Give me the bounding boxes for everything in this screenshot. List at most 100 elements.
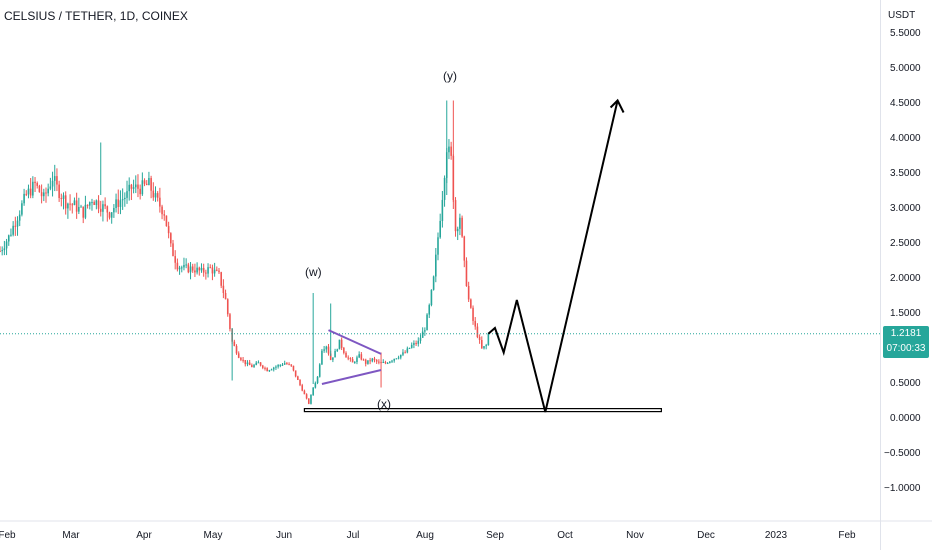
candle-body	[119, 200, 122, 207]
candle-body	[189, 266, 192, 273]
candle-body	[351, 359, 354, 363]
candle-body	[102, 204, 104, 212]
candle-body	[84, 204, 87, 218]
x-tick-label: Dec	[697, 530, 715, 541]
candle-body	[126, 191, 128, 198]
candle-body	[137, 184, 139, 189]
candle-body	[222, 285, 225, 294]
candle-body	[244, 360, 247, 365]
candle-body	[233, 341, 236, 346]
candle-body	[441, 199, 444, 221]
candle-body	[139, 188, 141, 195]
candle-body	[474, 320, 477, 327]
candle-body	[167, 226, 170, 234]
last-price-value: 1.2181	[890, 328, 922, 339]
candle-body	[3, 248, 6, 251]
candle-body	[476, 326, 479, 338]
candle-body	[292, 365, 295, 371]
candle-body	[450, 146, 452, 156]
candle-body	[329, 353, 332, 360]
candle-body	[393, 358, 395, 361]
candle-body	[371, 358, 374, 362]
candle-body	[410, 344, 413, 348]
candle-body	[321, 350, 323, 365]
candle-body	[290, 364, 293, 366]
y-tick-label: 4.0000	[890, 133, 921, 144]
candle-body	[279, 364, 282, 366]
y-tick-label: −1.0000	[884, 483, 921, 494]
candle-body	[218, 270, 220, 273]
candle-body	[272, 367, 275, 370]
candle-body	[426, 314, 428, 331]
candle-body	[435, 254, 437, 277]
candle-body	[165, 215, 168, 227]
candle-body	[332, 357, 334, 360]
candle-body	[338, 339, 341, 350]
candle-body	[220, 272, 222, 286]
candle-body	[470, 299, 472, 308]
support-line	[303, 408, 662, 413]
candle-body	[209, 267, 212, 269]
candle-body	[161, 206, 163, 215]
candle-body	[281, 364, 284, 366]
candle-body	[347, 357, 350, 359]
candle-body	[86, 204, 89, 206]
projection-path	[487, 100, 619, 413]
candle-body	[88, 202, 91, 206]
candle-body	[237, 353, 240, 358]
candle-body	[259, 362, 262, 366]
candle-body	[198, 267, 201, 271]
candle-body	[428, 305, 431, 315]
candle-body	[465, 260, 468, 287]
candle-body	[154, 193, 157, 198]
candle-body	[53, 176, 56, 181]
candle-body	[432, 276, 435, 290]
x-tick-label: Sep	[486, 530, 504, 541]
candle-body	[32, 181, 34, 196]
candle-body	[224, 293, 227, 300]
currency-label: USDT	[888, 10, 916, 21]
y-tick-label: 5.0000	[890, 63, 921, 74]
candle-body	[360, 354, 363, 360]
candle-body	[0, 251, 1, 252]
candle-body	[148, 178, 150, 185]
candle-body	[375, 359, 378, 362]
candle-body	[176, 262, 179, 270]
candle-body	[71, 204, 74, 206]
candle-body	[358, 354, 360, 358]
candle-body	[25, 193, 28, 195]
candle-body	[283, 363, 286, 365]
candle-body	[27, 188, 30, 195]
candle-body	[305, 394, 308, 399]
candle-body	[178, 267, 181, 270]
candle-body	[421, 331, 424, 338]
wave-label-x: (x)	[377, 397, 391, 411]
y-tick-label: 1.5000	[890, 308, 921, 319]
candle-body	[251, 365, 253, 368]
candle-body	[78, 206, 80, 212]
candle-body	[362, 359, 365, 361]
candle-body	[286, 363, 288, 365]
candle-body	[163, 214, 166, 216]
candle-body	[7, 235, 10, 242]
candle-body	[264, 367, 266, 369]
candle-body	[202, 267, 205, 273]
candle-body	[174, 256, 176, 263]
triangle-lower-line	[321, 369, 382, 385]
candle-body	[240, 357, 242, 360]
price-axis[interactable]	[880, 0, 932, 550]
candle-body	[294, 370, 297, 377]
candle-body	[36, 183, 39, 186]
candle-body	[213, 269, 216, 274]
candle-body	[91, 202, 93, 204]
candle-body	[97, 200, 100, 209]
candle-body	[226, 299, 229, 315]
candle-body	[150, 178, 152, 191]
candle-body	[235, 345, 238, 354]
candle-body	[75, 200, 78, 212]
candle-body	[117, 199, 120, 207]
candle-body	[64, 195, 67, 209]
candle-body	[312, 387, 314, 395]
